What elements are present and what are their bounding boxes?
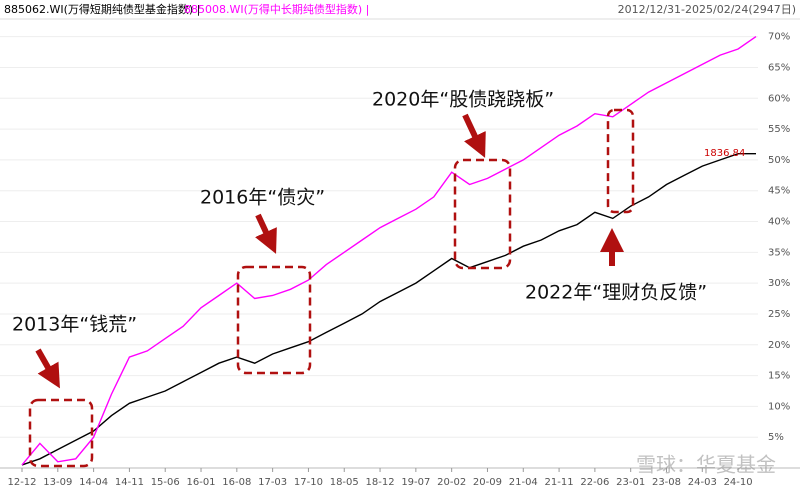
legend-entry: 885062.WI(万得短期纯债型基金指数) | [4, 2, 200, 16]
x-tick-label: 21-11 [545, 477, 574, 488]
x-tick-label: 22-06 [580, 477, 609, 488]
y-tick-label: 70% [768, 32, 790, 43]
y-tick-label: 25% [768, 309, 790, 320]
x-tick-label: 19-07 [401, 477, 430, 488]
x-tick-label: 18-12 [366, 477, 395, 488]
y-tick-label: 35% [768, 247, 790, 258]
x-tick-label: 16-01 [186, 477, 215, 488]
y-tick-label: 10% [768, 401, 790, 412]
highlight-box [453, 158, 512, 270]
highlight-box [28, 398, 94, 468]
highlight-box [236, 265, 312, 375]
x-tick-label: 14-04 [79, 477, 108, 488]
watermark: 雪球：华夏基金 [636, 453, 776, 477]
end-value-label: 1836.84 [704, 148, 745, 159]
x-tick-label: 13-09 [43, 477, 72, 488]
annotation: 2016年“债灾” [200, 187, 325, 209]
annotation: 2013年“钱荒” [12, 314, 137, 336]
x-tick-label: 24-03 [688, 477, 717, 488]
x-tick-label: 17-03 [258, 477, 287, 488]
series-line [21, 36, 757, 466]
date-range: 2012/12/31-2025/02/24(2947日) [618, 3, 796, 16]
highlight-box [606, 108, 635, 214]
y-tick-label: 60% [768, 93, 790, 104]
x-tick-label: 16-08 [222, 477, 251, 488]
x-tick-label: 15-06 [151, 477, 180, 488]
plot: 5% 10% 15% 20% 25% 30% 35% 40% 45% 50% 55% 60% 65% 70… [0, 32, 800, 488]
x-tick-label: 20-02 [437, 477, 466, 488]
x-tick-label: 17-10 [294, 477, 323, 488]
x-tick-label: 12-12 [7, 477, 36, 488]
arrow [35, 348, 60, 389]
y-tick-label: 15% [768, 371, 790, 382]
annotation: 2020年“股债跷跷板” [372, 89, 554, 111]
legend-entry: 885008.WI(万得中长期纯债型指数) | [184, 2, 369, 16]
y-tick-label: 65% [768, 62, 790, 73]
x-tick-label: 20-09 [473, 477, 502, 488]
arrow [255, 213, 277, 254]
y-tick-label: 20% [768, 340, 790, 351]
y-tick-label: 45% [768, 186, 790, 197]
series-line [21, 153, 756, 466]
y-tick-label: 30% [768, 278, 790, 289]
x-tick-label: 24-10 [724, 477, 753, 488]
x-tick-label: 21-04 [509, 477, 538, 488]
x-tick-label: 23-01 [616, 477, 645, 488]
y-tick-label: 55% [768, 124, 790, 135]
x-tick-label: 23-08 [652, 477, 681, 488]
x-tick-label: 18-05 [330, 477, 359, 488]
arrow [462, 113, 486, 158]
y-tick-label: 40% [768, 217, 790, 228]
y-tick-label: 5% [768, 432, 784, 443]
y-tick-label: 50% [768, 155, 790, 166]
x-tick-label: 14-11 [115, 477, 144, 488]
annotation: 2022年“理财负反馈” [525, 282, 707, 304]
